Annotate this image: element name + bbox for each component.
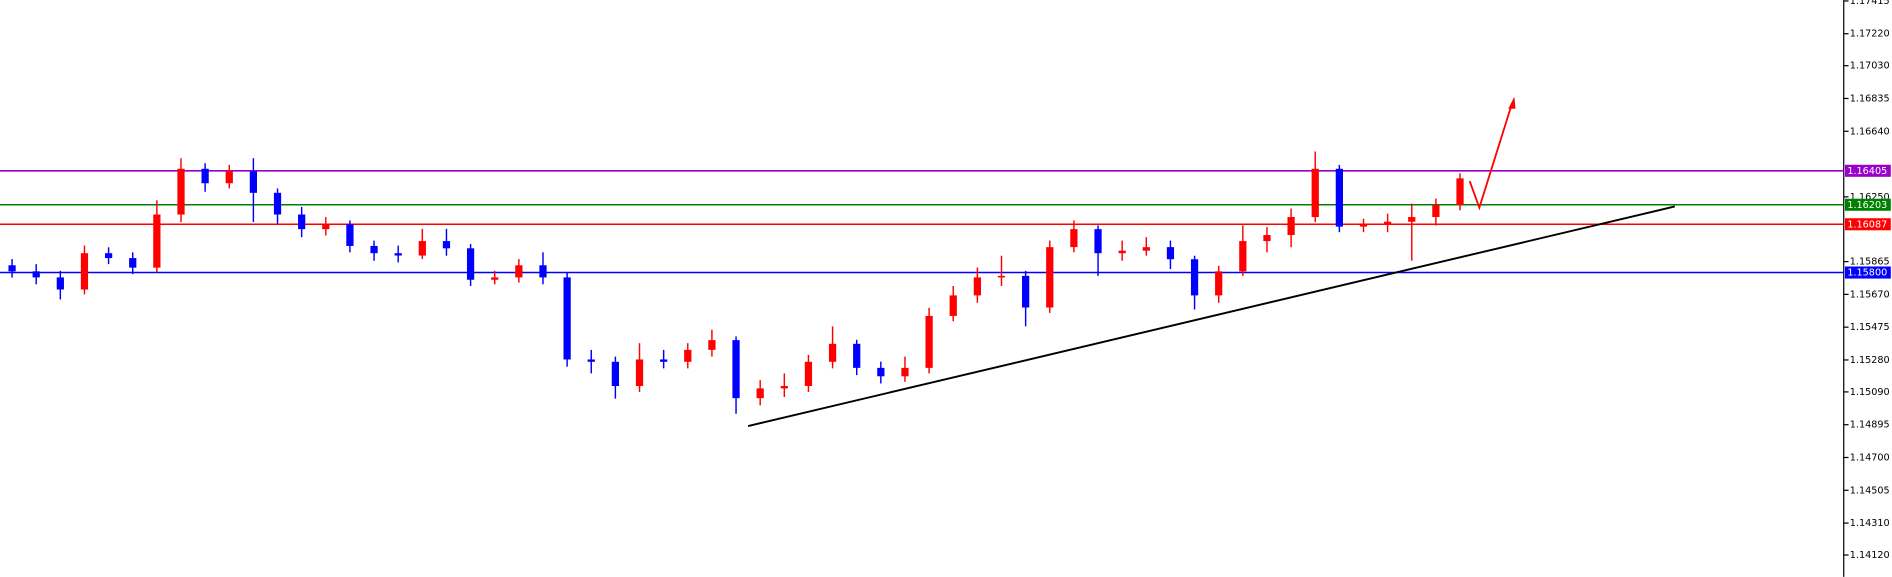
candle-body — [32, 271, 40, 278]
candle-body — [1359, 224, 1368, 227]
level-label-box — [1844, 218, 1891, 231]
price-axis: 1.17415 1.17220 1.17030 1.16835 1.16640 1.162… — [1843, 0, 1891, 561]
candle-body — [925, 315, 933, 368]
candle-body — [442, 241, 451, 249]
candle-body — [104, 253, 113, 259]
y-tick-label: 1.17220 — [1850, 29, 1890, 40]
candle-body — [273, 192, 282, 215]
y-tick-label: 1.16835 — [1850, 93, 1890, 104]
level-label: 1.15800 — [1847, 268, 1887, 279]
candle-body — [997, 275, 1006, 278]
candle-body — [1239, 241, 1247, 272]
candle-body — [635, 359, 644, 387]
candle-body — [756, 388, 764, 399]
candle-body — [515, 265, 523, 278]
candle-body — [56, 277, 64, 290]
level-label-box — [1844, 266, 1891, 279]
candle-body — [80, 253, 89, 290]
candle-body — [298, 214, 306, 230]
candle-body — [804, 361, 813, 387]
candle-body — [1118, 250, 1126, 254]
y-tick-label: 1.15280 — [1850, 355, 1890, 366]
y-tick-label: 1.15670 — [1850, 289, 1890, 300]
candle-body — [877, 367, 885, 377]
candle-body — [1408, 217, 1416, 222]
y-tick-label: 1.14895 — [1850, 420, 1890, 431]
candle-body — [1022, 275, 1030, 308]
candle-body — [249, 171, 258, 193]
candle-body — [708, 340, 716, 350]
candle-body — [1190, 259, 1199, 296]
level-label: 1.16087 — [1847, 219, 1887, 230]
candles — [8, 151, 1464, 414]
candle-body — [1335, 168, 1343, 227]
level-label-box — [1844, 198, 1891, 211]
levels — [0, 170, 1844, 274]
candle-body — [1166, 247, 1175, 260]
candle-body — [153, 214, 161, 268]
candle-body — [684, 349, 692, 362]
candle-body — [1384, 221, 1392, 225]
y-tick-label: 1.15865 — [1850, 257, 1890, 268]
candle-body — [466, 248, 475, 280]
level-label: 1.16203 — [1847, 200, 1887, 211]
candle-body — [1311, 168, 1319, 218]
candle-body — [418, 241, 426, 256]
candle-body — [973, 277, 981, 296]
y-tick-label: 1.17030 — [1850, 61, 1890, 72]
y-tick-label: 1.17415 — [1850, 0, 1890, 7]
candle-body — [732, 340, 740, 399]
candle-body — [201, 168, 209, 184]
candle-body — [828, 343, 837, 362]
candle-body — [1432, 204, 1440, 218]
candle-body — [1094, 229, 1102, 254]
candle-body — [1142, 247, 1150, 251]
y-tick-label: 1.15090 — [1850, 387, 1890, 398]
candle-body — [370, 245, 378, 254]
y-tick-label: 1.15475 — [1850, 322, 1890, 333]
candle-body — [8, 265, 16, 272]
candle-body — [491, 277, 499, 280]
candle-body — [1287, 217, 1295, 236]
y-tick-label: 1.14120 — [1850, 550, 1890, 561]
level-label: 1.16405 — [1847, 166, 1887, 177]
candle-body — [563, 277, 571, 360]
candle-body — [346, 224, 354, 246]
candle-body — [539, 265, 547, 278]
candle-body — [1263, 235, 1271, 242]
candle-body — [129, 258, 137, 268]
candle-body — [660, 359, 668, 362]
forecast-arrow — [1468, 103, 1513, 211]
y-tick-label: 1.16640 — [1850, 126, 1890, 137]
candle-body — [853, 343, 861, 368]
candle-body — [587, 359, 595, 362]
candle-body — [322, 224, 330, 230]
y-tick-label: 1.14505 — [1850, 485, 1890, 496]
trend-line — [747, 205, 1676, 427]
candle-body — [780, 386, 788, 389]
candle-body — [177, 168, 185, 215]
candle-body — [901, 367, 909, 377]
candle-body — [1046, 247, 1054, 308]
y-tick-label: 1.14310 — [1850, 518, 1890, 529]
candle-body — [1215, 271, 1223, 296]
candle-body — [225, 171, 233, 184]
candle-body — [1070, 229, 1078, 248]
level-label-box — [1844, 164, 1891, 177]
candle-body — [394, 253, 402, 256]
arrow-head — [1508, 96, 1516, 109]
candle-body — [1456, 178, 1464, 205]
candle-body — [611, 361, 620, 387]
y-tick-label: 1.14700 — [1850, 452, 1890, 463]
candle-body — [949, 295, 957, 316]
y-tick-label: 1.16250 — [1850, 192, 1890, 203]
